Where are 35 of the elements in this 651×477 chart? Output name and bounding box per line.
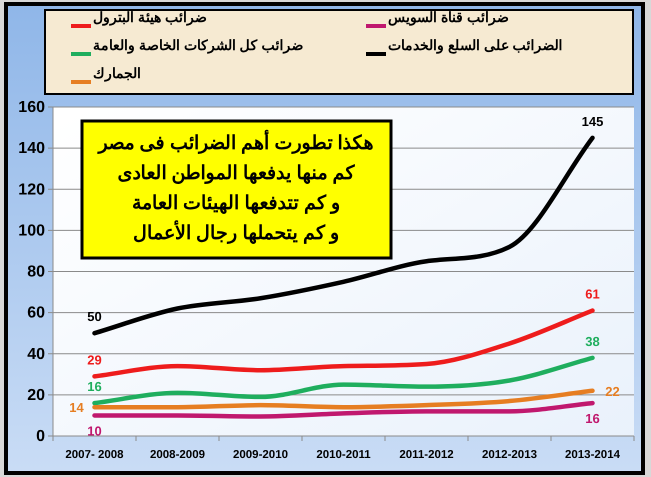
x-tick-label: 2009-2010 bbox=[233, 449, 288, 461]
x-tick-label: 2007- 2008 bbox=[65, 449, 124, 461]
y-tick-label: 60 bbox=[27, 304, 46, 322]
legend-label: الضرائب على السلع والخدمات bbox=[388, 37, 563, 54]
data-label: 16 bbox=[87, 379, 102, 394]
data-label: 61 bbox=[585, 286, 600, 302]
x-tick-label: 2010-2011 bbox=[316, 449, 372, 461]
x-tick-label: 2008-2009 bbox=[150, 449, 205, 461]
y-tick-label: 120 bbox=[18, 181, 46, 198]
data-label: 16 bbox=[585, 411, 600, 426]
data-label: 29 bbox=[87, 352, 102, 368]
annotation: هكذا تطورت أهم الضرائب فى مصر bbox=[96, 129, 374, 154]
data-label: 50 bbox=[87, 309, 102, 324]
data-label: 14 bbox=[69, 400, 84, 416]
legend-label: الجمارك bbox=[93, 65, 141, 82]
legend-label: ضرائب قناة السويس bbox=[388, 9, 509, 26]
annotation: و كم تتدفعها الهيئات العامة bbox=[132, 193, 340, 214]
data-label: 38 bbox=[585, 334, 600, 349]
annotation: كم منها يدفعها المواطن العادى bbox=[117, 163, 356, 184]
data-label: 145 bbox=[582, 114, 604, 129]
y-tick-label: 140 bbox=[18, 140, 46, 158]
x-tick-label: 2013-2014 bbox=[565, 449, 621, 461]
y-tick-label: 40 bbox=[27, 346, 46, 363]
x-tick-label: 2011-2012 bbox=[399, 449, 454, 461]
y-tick-label: 0 bbox=[36, 428, 46, 445]
data-label: 22 bbox=[605, 384, 620, 399]
legend-label: ضرائب كل الشركات الخاصة والعامة bbox=[93, 37, 304, 54]
data-label: 10 bbox=[87, 423, 102, 438]
y-tick-label: 80 bbox=[27, 264, 46, 280]
y-tick-label: 160 bbox=[18, 99, 46, 116]
annotation: و كم يتحملها رجال الأعمال bbox=[132, 220, 340, 244]
legend-label: ضرائب هيئة البترول bbox=[93, 9, 207, 26]
x-tick-label: 2012-2013 bbox=[482, 449, 537, 461]
y-tick-label: 100 bbox=[18, 222, 46, 240]
y-tick-label: 20 bbox=[27, 386, 46, 404]
